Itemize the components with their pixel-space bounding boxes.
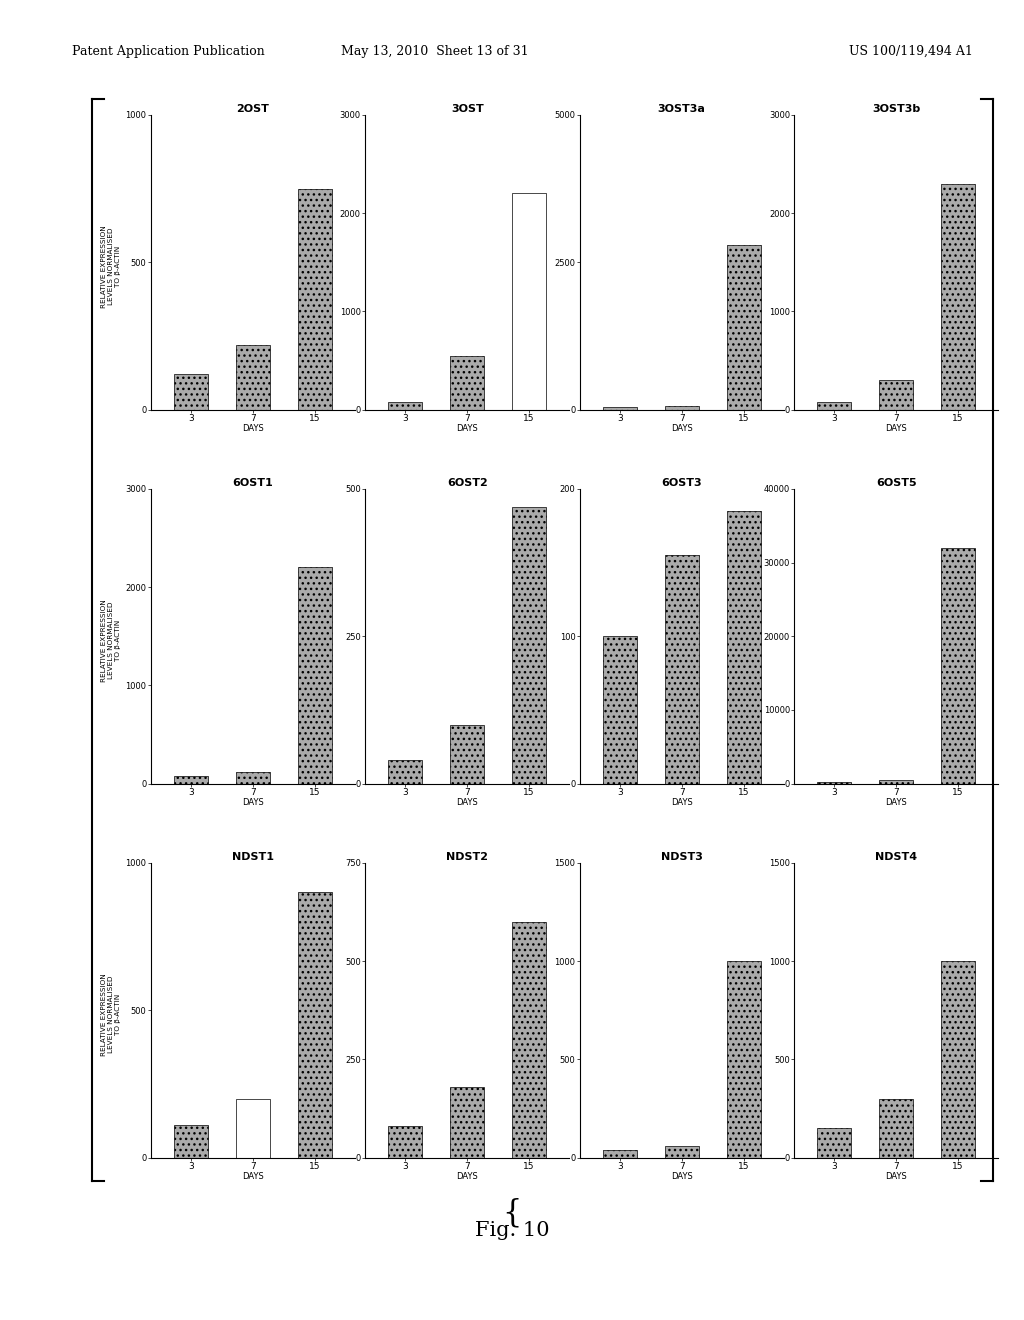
Bar [451, 355, 484, 409]
Text: RELATIVE EXPRESSION
LEVELS NORMALISED
TO β-ACTIN: RELATIVE EXPRESSION LEVELS NORMALISED TO… [101, 599, 121, 681]
Title: 3OST3a: 3OST3a [657, 104, 706, 114]
Bar [817, 783, 851, 784]
Bar [817, 401, 851, 409]
Bar [174, 375, 208, 409]
Bar [298, 189, 332, 409]
Text: {: { [503, 1197, 521, 1228]
Title: NDST1: NDST1 [231, 853, 273, 862]
Bar [388, 760, 422, 784]
Bar [880, 1098, 913, 1158]
X-axis label: DAYS: DAYS [671, 799, 692, 808]
Title: NDST2: NDST2 [446, 853, 488, 862]
X-axis label: DAYS: DAYS [886, 1172, 907, 1181]
Title: 3OST3b: 3OST3b [872, 104, 921, 114]
Bar [880, 780, 913, 784]
Bar [512, 507, 546, 784]
Bar [665, 1146, 698, 1158]
X-axis label: DAYS: DAYS [886, 424, 907, 433]
Bar [941, 548, 975, 784]
Bar [512, 194, 546, 409]
Bar [236, 345, 269, 409]
Bar [665, 556, 698, 784]
Bar [388, 401, 422, 409]
Bar [512, 921, 546, 1158]
Bar [727, 511, 761, 784]
Bar [817, 1129, 851, 1158]
Title: 3OST: 3OST [451, 104, 483, 114]
X-axis label: DAYS: DAYS [886, 799, 907, 808]
Text: May 13, 2010  Sheet 13 of 31: May 13, 2010 Sheet 13 of 31 [341, 45, 529, 58]
Title: 2OST: 2OST [237, 104, 269, 114]
Bar [174, 776, 208, 784]
Bar [603, 407, 637, 409]
Bar [665, 405, 698, 409]
Title: 6OST5: 6OST5 [876, 478, 916, 488]
Bar [727, 961, 761, 1158]
Text: RELATIVE EXPRESSION
LEVELS NORMALISED
TO β-ACTIN: RELATIVE EXPRESSION LEVELS NORMALISED TO… [101, 224, 121, 308]
Bar [451, 725, 484, 784]
Text: US 100/119,494 A1: US 100/119,494 A1 [849, 45, 973, 58]
Bar [236, 1098, 269, 1158]
Title: 6OST3: 6OST3 [662, 478, 702, 488]
Title: 6OST2: 6OST2 [446, 478, 487, 488]
Title: NDST3: NDST3 [660, 853, 702, 862]
Bar [880, 380, 913, 409]
Text: Fig. 10: Fig. 10 [475, 1221, 549, 1239]
X-axis label: DAYS: DAYS [671, 424, 692, 433]
Bar [298, 892, 332, 1158]
X-axis label: DAYS: DAYS [457, 424, 478, 433]
X-axis label: DAYS: DAYS [242, 1172, 263, 1181]
Text: RELATIVE EXPRESSION
LEVELS NORMALISED
TO β-ACTIN: RELATIVE EXPRESSION LEVELS NORMALISED TO… [101, 973, 121, 1056]
Bar [451, 1086, 484, 1158]
Bar [298, 568, 332, 784]
X-axis label: DAYS: DAYS [242, 799, 263, 808]
Bar [174, 1125, 208, 1158]
Bar [236, 772, 269, 784]
Bar [603, 1150, 637, 1158]
Title: 6OST1: 6OST1 [232, 478, 273, 488]
X-axis label: DAYS: DAYS [457, 1172, 478, 1181]
Bar [388, 1126, 422, 1158]
Bar [941, 961, 975, 1158]
X-axis label: DAYS: DAYS [671, 1172, 692, 1181]
Title: NDST4: NDST4 [876, 853, 918, 862]
Bar [603, 636, 637, 784]
Bar [941, 183, 975, 409]
X-axis label: DAYS: DAYS [457, 799, 478, 808]
X-axis label: DAYS: DAYS [242, 424, 263, 433]
Text: Patent Application Publication: Patent Application Publication [72, 45, 264, 58]
Bar [727, 244, 761, 409]
